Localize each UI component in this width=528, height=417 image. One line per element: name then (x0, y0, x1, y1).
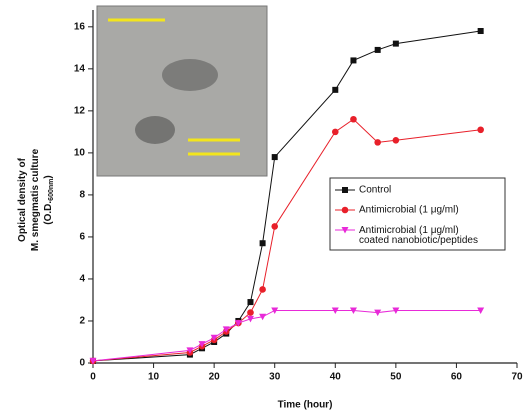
y-label-sub: 600nm (48, 179, 55, 201)
y-axis-label-line: M. smegmatis culture (30, 148, 41, 251)
marker (478, 28, 484, 34)
marker (271, 223, 278, 230)
x-tick-label: 30 (269, 372, 281, 383)
y-label-end: ) (43, 175, 54, 178)
x-tick-label: 40 (330, 372, 342, 383)
y-axis-label-line: (O.D.600nm) (43, 175, 55, 224)
marker (247, 309, 254, 316)
y-label-text: (O.D. (43, 201, 54, 225)
y-tick-label: 2 (79, 316, 85, 327)
y-tick-label: 16 (74, 21, 86, 32)
marker (375, 47, 381, 53)
y-tick-label: 6 (79, 232, 85, 243)
marker (272, 154, 278, 160)
y-label-text: M. smegmatis culture (30, 148, 41, 251)
x-tick-label: 70 (511, 372, 523, 383)
x-tick-label: 20 (209, 372, 221, 383)
marker (477, 126, 484, 133)
inset-image (97, 6, 267, 176)
marker (247, 316, 254, 323)
marker (342, 187, 348, 193)
marker (332, 87, 338, 93)
marker (247, 299, 253, 305)
marker (342, 207, 349, 214)
marker (393, 137, 400, 144)
marker (374, 139, 381, 146)
y-tick-label: 10 (74, 148, 86, 159)
marker (393, 41, 399, 47)
y-tick-label: 12 (74, 105, 86, 116)
legend-label-line: coated nanobiotic/peptides (359, 235, 478, 246)
y-tick-label: 0 (79, 358, 85, 369)
x-tick-label: 10 (148, 372, 160, 383)
x-tick-label: 50 (390, 372, 402, 383)
marker (332, 129, 339, 136)
series-line (93, 310, 481, 360)
y-tick-label: 14 (74, 63, 86, 74)
legend-label: Antimicrobial (1 μg/ml) (359, 205, 459, 216)
y-tick-label: 4 (79, 274, 85, 285)
y-label-text: Optical density of (17, 157, 28, 242)
y-tick-label: 8 (79, 190, 85, 201)
legend-label: Control (359, 185, 391, 196)
marker (259, 286, 266, 293)
y-axis-label-line: Optical density of (17, 157, 28, 242)
chart: 0 10 20 30 40 50 60 70 0 2 4 6 8 10 12 14 16 Time (hour) O… (0, 0, 528, 417)
x-axis-label: Time (hour) (278, 400, 333, 411)
marker (350, 57, 356, 63)
x-tick-label: 0 (90, 372, 96, 383)
marker (350, 116, 357, 123)
marker (260, 240, 266, 246)
x-tick-label: 60 (451, 372, 463, 383)
